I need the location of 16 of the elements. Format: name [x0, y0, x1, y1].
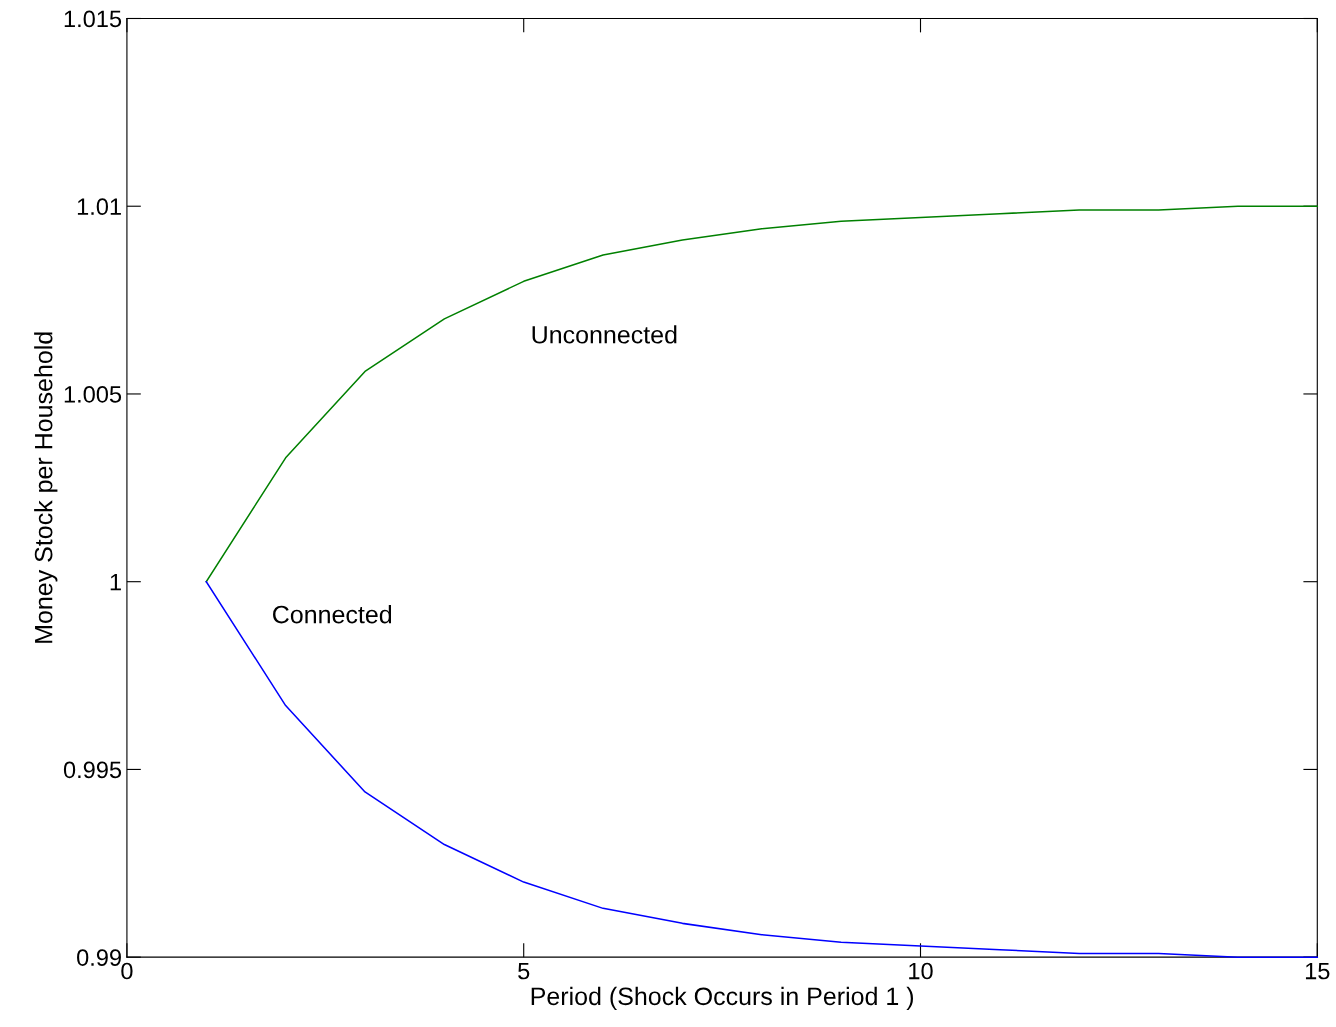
x-axis-title: Period (Shock Occurs in Period 1 ): [531, 986, 913, 1011]
line-series: [205, 205, 1319, 583]
series-label: Connected: [273, 605, 392, 624]
line-series: [205, 580, 1319, 958]
y-axis-title: Money Stock per Household: [34, 332, 58, 643]
x-tick-label: 0: [121, 962, 133, 980]
x-tick-label: 10: [909, 962, 933, 980]
x-tick-label: 15: [1305, 962, 1330, 980]
y-tick-label: 0.995: [63, 761, 122, 779]
y-tick-label: 1.01: [77, 198, 121, 216]
x-tick-label: 5: [518, 962, 530, 980]
y-tick-label: 1: [110, 574, 121, 591]
series-label: Unconnected: [532, 325, 677, 344]
y-tick-label: 0.99: [77, 949, 121, 966]
y-tick-label: 1.015: [64, 10, 122, 28]
y-tick-label: 1.005: [64, 386, 122, 403]
